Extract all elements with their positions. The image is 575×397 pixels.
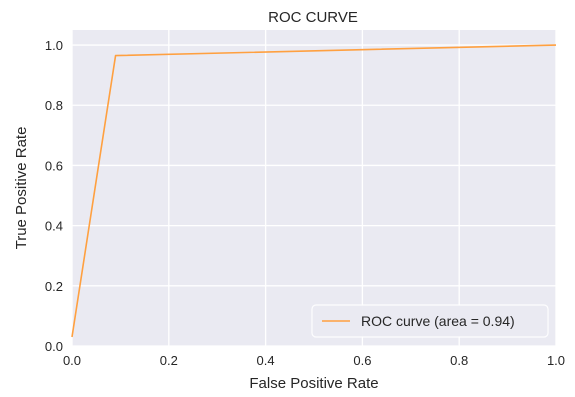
y-tick-label: 0.6 [45,158,63,173]
x-tick-label: 0.8 [450,353,468,368]
x-tick-label: 0.4 [257,353,275,368]
y-tick-label: 0.0 [45,339,63,354]
series-lines [71,44,557,338]
x-axis-label: False Positive Rate [249,375,378,392]
y-tick-label: 0.2 [45,279,63,294]
y-tick-labels: 0.0 0.2 0.4 0.6 0.8 1.0 [45,38,63,354]
legend-entry-label: ROC curve (area = 0.94) [361,313,515,329]
chart-title: ROC CURVE [268,9,358,26]
roc-curve-line [71,44,557,338]
x-tick-label: 0.2 [160,353,178,368]
x-tick-label: 0.0 [63,353,81,368]
y-axis-label: True Positive Rate [13,127,30,250]
legend: ROC curve (area = 0.94) [311,304,549,338]
legend-box [311,304,549,338]
plot-area [72,30,556,346]
x-tick-label: 1.0 [547,353,565,368]
x-tick-labels: 0.0 0.2 0.4 0.6 0.8 1.0 [63,353,565,368]
y-tick-label: 0.8 [45,98,63,113]
y-tick-label: 1.0 [45,38,63,53]
grid-lines [71,30,557,347]
y-tick-label: 0.4 [45,219,63,234]
x-tick-label: 0.6 [353,353,371,368]
